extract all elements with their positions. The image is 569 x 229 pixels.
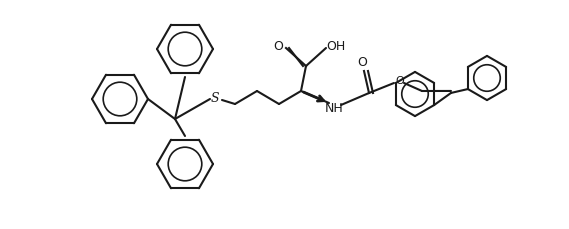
Text: S: S [211, 93, 219, 106]
Text: O: O [273, 39, 283, 52]
Text: OH: OH [327, 39, 345, 52]
Text: O: O [357, 55, 367, 68]
Text: O: O [395, 76, 405, 86]
Text: NH: NH [325, 101, 343, 114]
